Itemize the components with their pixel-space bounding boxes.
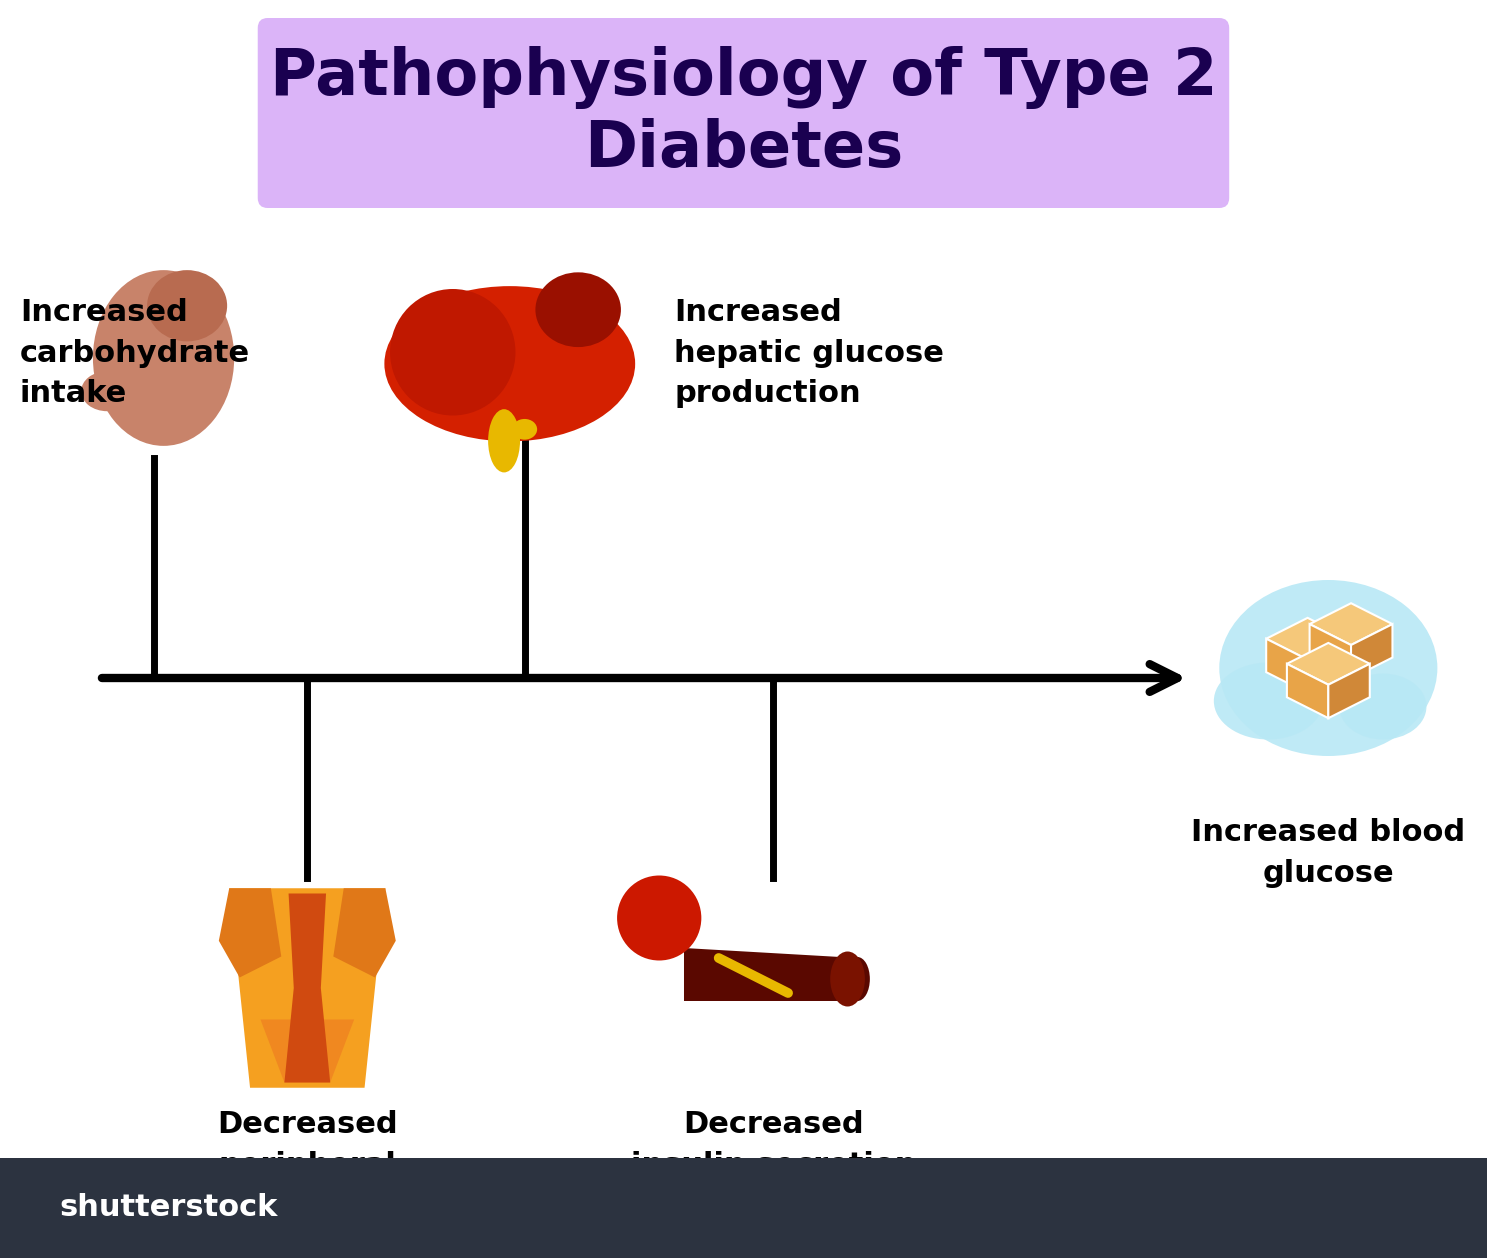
- Ellipse shape: [488, 409, 520, 473]
- Text: Decreased
peripheral
glucose uptake: Decreased peripheral glucose uptake: [177, 1110, 438, 1220]
- Text: shutterstock: shutterstock: [60, 1194, 278, 1223]
- Ellipse shape: [844, 957, 870, 1001]
- Polygon shape: [261, 1019, 354, 1082]
- Polygon shape: [1308, 639, 1348, 693]
- FancyBboxPatch shape: [258, 18, 1228, 208]
- Polygon shape: [1266, 618, 1348, 659]
- Polygon shape: [1329, 664, 1370, 718]
- Polygon shape: [1352, 624, 1392, 678]
- Ellipse shape: [390, 289, 516, 415]
- Polygon shape: [333, 888, 396, 977]
- Polygon shape: [1310, 624, 1352, 678]
- Ellipse shape: [1220, 580, 1437, 756]
- Text: Increased
hepatic glucose
production: Increased hepatic glucose production: [674, 298, 944, 408]
- Polygon shape: [1287, 664, 1329, 718]
- Ellipse shape: [616, 876, 702, 961]
- Polygon shape: [285, 893, 330, 1082]
- Ellipse shape: [1214, 663, 1323, 740]
- Ellipse shape: [512, 419, 537, 439]
- Ellipse shape: [147, 270, 226, 341]
- Ellipse shape: [1340, 673, 1426, 740]
- Bar: [0, 1159, 1486, 1258]
- Ellipse shape: [93, 270, 234, 445]
- Polygon shape: [1266, 639, 1308, 693]
- Polygon shape: [230, 888, 386, 1088]
- Text: Pathophysiology of Type 2
Diabetes: Pathophysiology of Type 2 Diabetes: [270, 45, 1216, 180]
- Polygon shape: [1287, 643, 1370, 684]
- Text: Increased
carbohydrate
intake: Increased carbohydrate intake: [20, 298, 250, 408]
- Ellipse shape: [384, 286, 634, 442]
- Text: Decreased
insulin secretion
from pancreas: Decreased insulin secretion from pancrea…: [630, 1110, 916, 1220]
- Text: Increased blood
glucose: Increased blood glucose: [1191, 818, 1466, 887]
- Polygon shape: [1310, 603, 1392, 645]
- Ellipse shape: [830, 951, 866, 1006]
- Polygon shape: [219, 888, 282, 977]
- Polygon shape: [684, 949, 858, 1001]
- Ellipse shape: [81, 371, 134, 411]
- Ellipse shape: [536, 272, 621, 347]
